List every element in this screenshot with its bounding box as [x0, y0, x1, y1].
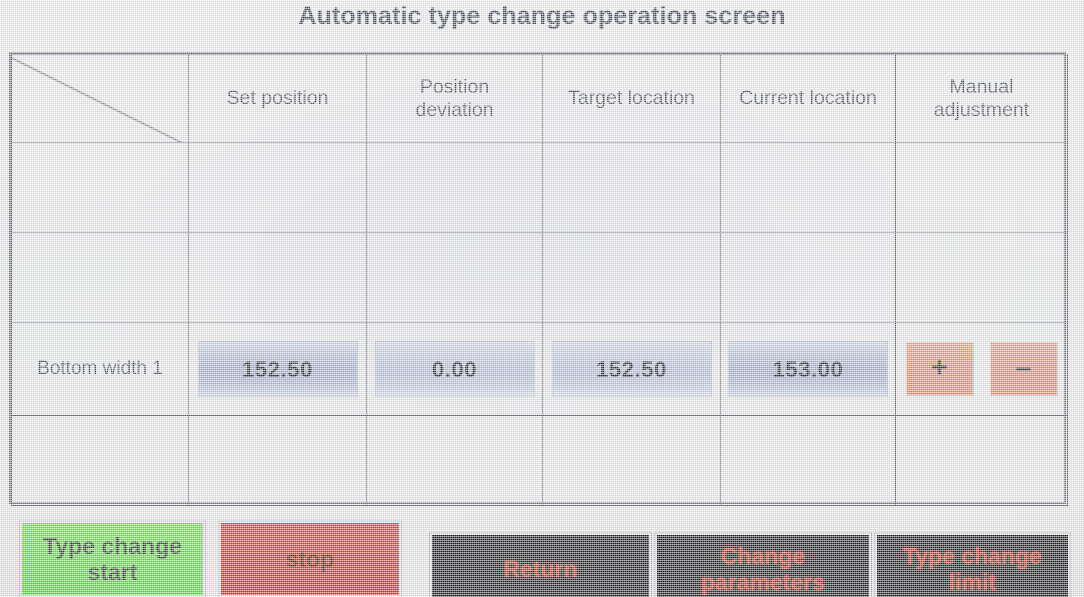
table-row-empty-1: [11, 142, 1068, 233]
cell-position-deviation[interactable]: [366, 415, 543, 506]
header-cell-set-position: Set position: [188, 54, 367, 143]
cell-target-location: 152.50: [542, 322, 721, 416]
cell-position-deviation[interactable]: [366, 142, 543, 233]
button-label-line-1: Type change: [903, 542, 1042, 569]
cell-current-location[interactable]: [720, 142, 896, 233]
table-header-row: Set position Position deviation Target l…: [11, 54, 1068, 143]
page-title: Automatic type change operation screen: [298, 2, 786, 30]
decrement-button[interactable]: –: [989, 342, 1058, 396]
type-change-start-button[interactable]: Type change start: [19, 520, 206, 597]
cell-target-location[interactable]: [542, 142, 721, 233]
cell-set-position[interactable]: [188, 232, 367, 323]
cell-set-position: 152.50: [188, 322, 367, 416]
table-row-empty-2: [11, 232, 1068, 323]
bottom-button-bar: Type change start stop Return Change par…: [0, 520, 1084, 597]
cell-position-deviation: 0.00: [366, 322, 543, 416]
manual-adjustment-controls: + –: [896, 342, 1067, 396]
button-label-line-1: Change: [720, 542, 806, 569]
button-label-line-2: limit: [948, 569, 997, 595]
cell-position-deviation[interactable]: [366, 232, 543, 323]
row-label-bottom-width-1: Bottom width 1: [11, 322, 189, 416]
value-target-location[interactable]: 152.50: [551, 341, 712, 397]
cell-set-position[interactable]: [188, 415, 367, 506]
table-row-bottom-width-1: Bottom width 1 152.50 0.00 152.50 153.00: [11, 322, 1068, 416]
value-current-location[interactable]: 153.00: [728, 341, 888, 397]
table-row-empty-3: [11, 415, 1068, 506]
cell-target-location[interactable]: [542, 415, 721, 506]
header-cell-target-location: Target location: [542, 54, 721, 143]
cell-label: [11, 415, 189, 506]
value-position-deviation[interactable]: 0.00: [374, 341, 535, 397]
cell-label: [11, 232, 189, 323]
change-parameters-button[interactable]: Change parameters: [654, 532, 872, 597]
stop-button[interactable]: stop: [218, 520, 402, 597]
increment-button[interactable]: +: [905, 342, 974, 396]
value-set-position[interactable]: 152.50: [197, 341, 358, 397]
button-label: Return: [503, 555, 578, 582]
button-label: stop: [285, 545, 335, 572]
cell-label: [11, 142, 189, 233]
cell-manual-adjustment[interactable]: [895, 142, 1068, 233]
cell-manual-adjustment: + –: [895, 322, 1068, 416]
type-change-limit-button[interactable]: Type change limit: [874, 532, 1071, 597]
button-label-line-1: Type change: [43, 532, 182, 559]
cell-current-location[interactable]: [720, 415, 896, 506]
button-label-line-2: parameters: [700, 569, 826, 595]
cell-target-location[interactable]: [542, 232, 721, 323]
header-line-1: Position: [419, 75, 490, 98]
button-label-line-2: start: [87, 559, 138, 585]
position-table: Set position Position deviation Target l…: [9, 52, 1068, 506]
cell-current-location[interactable]: [720, 232, 896, 323]
header-cell-current-location: Current location: [720, 54, 896, 143]
return-button[interactable]: Return: [429, 532, 652, 597]
cell-current-location: 153.00: [720, 322, 896, 416]
header-line-2: adjustment: [933, 98, 1030, 121]
position-table-grid: Set position Position deviation Target l…: [11, 54, 1068, 506]
header-line-1: Manual: [949, 75, 1014, 98]
cell-manual-adjustment[interactable]: [895, 415, 1068, 506]
header-cell-manual-adjustment: Manual adjustment: [895, 54, 1068, 143]
header-cell-corner: [11, 54, 189, 143]
header-line-2: deviation: [415, 98, 494, 121]
cell-manual-adjustment[interactable]: [895, 232, 1068, 323]
header-cell-position-deviation: Position deviation: [366, 54, 543, 143]
cell-set-position[interactable]: [188, 142, 367, 233]
diagonal-slash-icon: [12, 55, 188, 142]
